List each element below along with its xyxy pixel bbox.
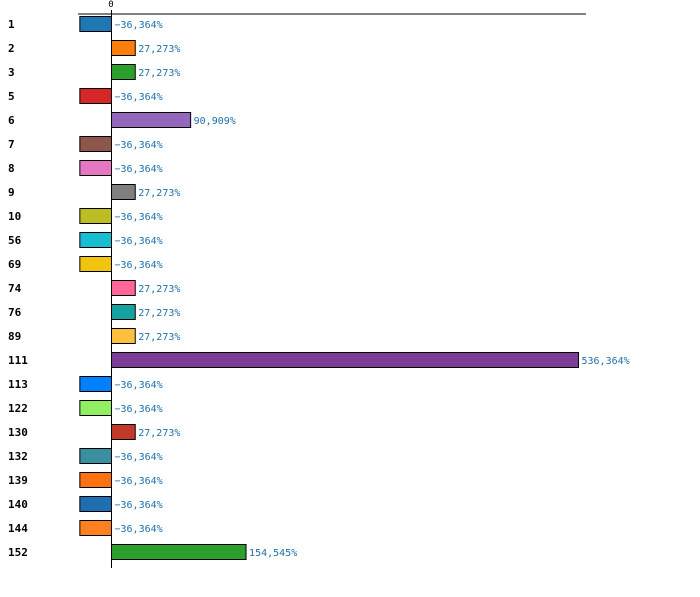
value-label: −36,364% <box>115 524 163 535</box>
bar <box>79 472 113 488</box>
value-label: −36,364% <box>115 404 163 415</box>
value-label: −36,364% <box>115 236 163 247</box>
bar <box>79 256 113 272</box>
bar <box>79 232 113 248</box>
bar <box>79 160 113 176</box>
bar <box>111 544 247 560</box>
category-label: 56 <box>8 234 22 247</box>
value-label: 27,273% <box>138 44 180 55</box>
category-label: 9 <box>8 186 15 199</box>
bars-group: 1 −36,364% 2 27,273% 3 27,273% 5 −36,364% 6 90,90… <box>8 16 630 560</box>
category-label: 69 <box>8 258 21 271</box>
value-label: −36,364% <box>115 20 163 31</box>
category-label: 89 <box>8 330 21 343</box>
value-label: −36,364% <box>115 164 163 175</box>
value-label: −36,364% <box>115 260 163 271</box>
bar <box>111 40 136 56</box>
bar <box>111 280 136 296</box>
bar <box>111 184 136 200</box>
category-label: 113 <box>8 378 28 391</box>
value-label: −36,364% <box>115 92 163 103</box>
value-label: −36,364% <box>115 476 163 487</box>
value-label: 27,273% <box>138 284 180 295</box>
value-label: −36,364% <box>115 212 163 223</box>
category-label: 8 <box>8 162 15 175</box>
bar <box>111 328 136 344</box>
value-label: 536,364% <box>582 356 630 367</box>
category-label: 152 <box>8 546 28 559</box>
category-label: 111 <box>8 354 28 367</box>
category-label: 6 <box>8 114 15 127</box>
bar <box>79 88 113 104</box>
category-label: 1 <box>8 18 15 31</box>
category-label: 144 <box>8 522 28 535</box>
category-label: 139 <box>8 474 28 487</box>
value-label: 27,273% <box>138 428 180 439</box>
value-label: 90,909% <box>194 116 236 127</box>
category-label: 10 <box>8 210 21 223</box>
value-label: 27,273% <box>138 308 180 319</box>
bar <box>79 208 113 224</box>
bar <box>79 400 113 416</box>
category-label: 122 <box>8 402 28 415</box>
bar <box>111 424 136 440</box>
bar <box>111 352 579 368</box>
category-label: 130 <box>8 426 28 439</box>
category-label: 3 <box>8 66 15 79</box>
value-label: −36,364% <box>115 380 163 391</box>
bar <box>111 64 136 80</box>
bar <box>111 112 192 128</box>
bar <box>79 136 113 152</box>
bar <box>79 496 113 512</box>
bar <box>79 520 113 536</box>
bar <box>79 376 113 392</box>
value-label: 27,273% <box>138 188 180 199</box>
bar <box>79 448 113 464</box>
category-label: 2 <box>8 42 15 55</box>
value-label: 27,273% <box>138 68 180 79</box>
category-label: 7 <box>8 138 15 151</box>
value-label: −36,364% <box>115 140 163 151</box>
value-label: 27,273% <box>138 332 180 343</box>
x-tick-label-zero: 0 <box>108 0 113 10</box>
category-label: 74 <box>8 282 22 295</box>
category-label: 76 <box>8 306 22 319</box>
category-label: 5 <box>8 90 15 103</box>
value-label: 154,545% <box>249 548 297 559</box>
category-label: 132 <box>8 450 28 463</box>
bar <box>111 304 136 320</box>
category-label: 140 <box>8 498 28 511</box>
value-label: −36,364% <box>115 500 163 511</box>
bar <box>79 16 113 32</box>
value-label: −36,364% <box>115 452 163 463</box>
